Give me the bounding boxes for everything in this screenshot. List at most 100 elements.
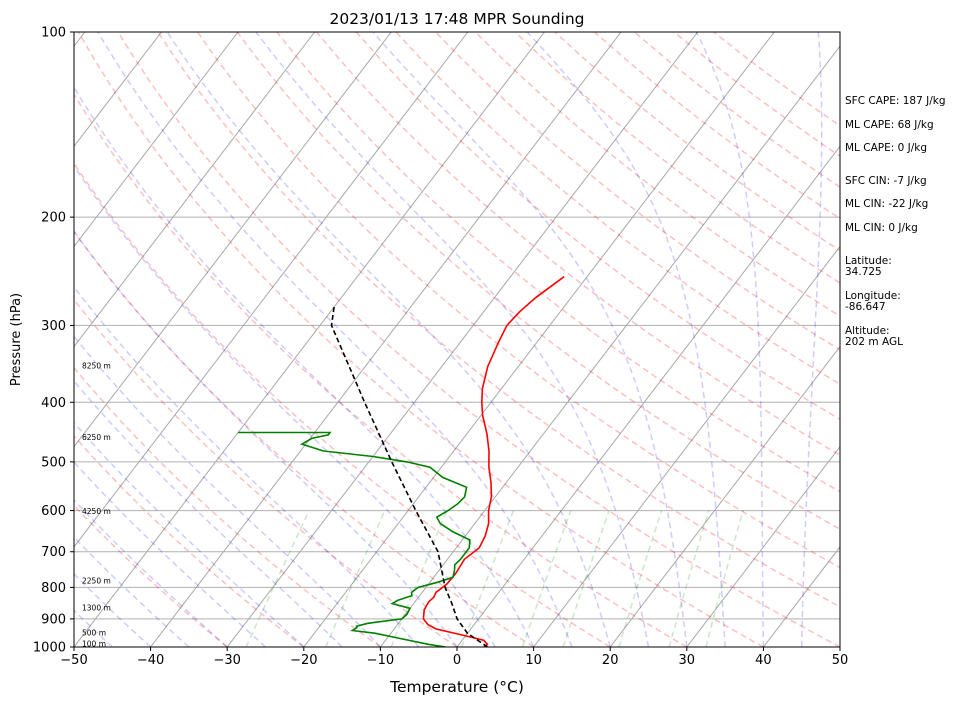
latitude-label: Latitude: [845,255,892,267]
dry-adiabat-line [236,32,840,531]
isotherm-line [74,32,469,548]
mixing-ratio-line [390,510,448,647]
dry-adiabat-line [395,32,840,386]
isotherm-line [226,32,699,647]
x-tick-label: 20 [602,653,619,668]
height-label: 6250 m [82,433,111,442]
moist-adiabat-line [74,572,152,647]
y-tick-label: 800 [41,581,66,596]
y-tick-label: 700 [41,545,66,560]
y-tick-label: 200 [41,211,66,226]
moist-adiabat-line [255,32,650,647]
moist-adiabat-line [74,421,305,647]
moist-adiabat-line [74,285,420,647]
dry-adiabat-line [74,366,381,647]
isotherm-line [0,32,8,647]
x-tick-label: −30 [213,653,240,668]
isotherm-line [380,45,840,647]
dry-adiabat-line [74,435,305,647]
isotherm-line [686,445,840,647]
moist-adiabat-line [74,379,343,647]
x-tick-label: −10 [367,653,394,668]
moist-adiabat-line [97,32,573,647]
y-axis-label: Pressure (hPa) [9,293,24,386]
altitude-label: Altitude: [845,325,890,337]
longitude-value: -86.647 [845,301,886,313]
y-tick-label: 900 [41,612,66,627]
latitude-value: 34.725 [845,266,882,278]
chart-title: 2023/01/13 17:48 MPR Sounding [329,10,584,28]
temperature-profile-line [422,276,565,647]
moist-adiabat-line [800,32,823,647]
x-tick-label: 40 [755,653,772,668]
x-tick-label: −40 [137,653,164,668]
plot-area: 8250 m 6250 m 4250 m 2250 m 1300 m 500 m 100 m [0,32,840,647]
height-label: 500 m [82,628,106,637]
isotherm-line [74,32,392,448]
moist-adiabat-line [166,32,611,647]
ml-cape-2-text: ML CAPE: 0 J/kg [845,142,928,154]
y-tick-label: 1000 [33,641,66,656]
x-tick-label: 0 [453,653,461,668]
dry-adiabat-line [74,92,688,647]
height-label: 2250 m [82,576,111,585]
isotherm-line [74,32,545,647]
isotherm-line [533,245,840,647]
isotherm-line [74,32,316,348]
height-label: 1300 m [82,604,111,613]
height-label: 8250 m [82,362,111,371]
y-tick-label: 300 [41,319,66,334]
x-tick-label: 30 [679,653,696,668]
mixing-ratio-line [562,510,610,647]
mixing-ratio-line [460,510,515,647]
dry-adiabat-line [355,32,840,421]
moist-adiabat-line [695,32,765,647]
y-tick-label: 100 [41,26,66,41]
mixing-ratio-line [668,510,710,647]
isotherm-line [74,32,239,248]
ml-cin-text: ML CIN: -22 J/kg [845,198,929,210]
x-axis-label: Temperature (°C) [389,678,524,696]
x-tick-label: 10 [525,653,542,668]
moist-adiabat-line [372,32,688,647]
dry-adiabat-line [74,298,458,647]
dry-adiabat-line [316,32,840,457]
dry-adiabat-line [117,32,840,647]
longitude-label: Longitude: [845,290,901,302]
isotherm-line [74,32,162,148]
x-tick-label: −50 [60,653,87,668]
sfc-cin-text: SFC CIN: -7 J/kg [845,175,927,187]
dry-adiabat-line [196,32,840,569]
isotherm-line [609,345,840,647]
x-tick-label: −20 [290,653,317,668]
mixing-ratio-line [245,510,310,647]
x-tick-label: 50 [832,653,849,668]
dry-adiabat-line [276,32,840,493]
dry-adiabat-line [77,32,764,647]
y-tick-label: 600 [41,504,66,519]
altitude-value: 202 m AGL [845,336,903,348]
isotherm-line [150,32,622,647]
height-label: 4250 m [82,507,111,516]
isotherm-line [303,32,775,647]
plot-frame [73,31,841,648]
mixing-ratio-line [618,510,663,647]
moist-adiabat-line [74,335,381,647]
moist-adiabat-line [74,164,496,647]
y-tick-label: 400 [41,396,66,411]
mixing-ratio-line [705,510,744,647]
moist-adiabat-line [74,461,266,647]
parcel-path-line [330,306,489,647]
dry-adiabat-line [157,32,840,608]
sfc-cape-text: SFC CAPE: 187 J/kg [845,95,946,107]
dry-adiabat-line [74,230,535,647]
moist-adiabat-line [74,230,458,647]
moist-adiabat-line [526,32,726,647]
moist-adiabat-line [74,86,535,647]
mixing-ratio-line [325,510,386,647]
dry-adiabat-line [74,161,611,647]
mixing-ratio-line [521,510,572,647]
y-tick-label: 500 [41,455,66,470]
